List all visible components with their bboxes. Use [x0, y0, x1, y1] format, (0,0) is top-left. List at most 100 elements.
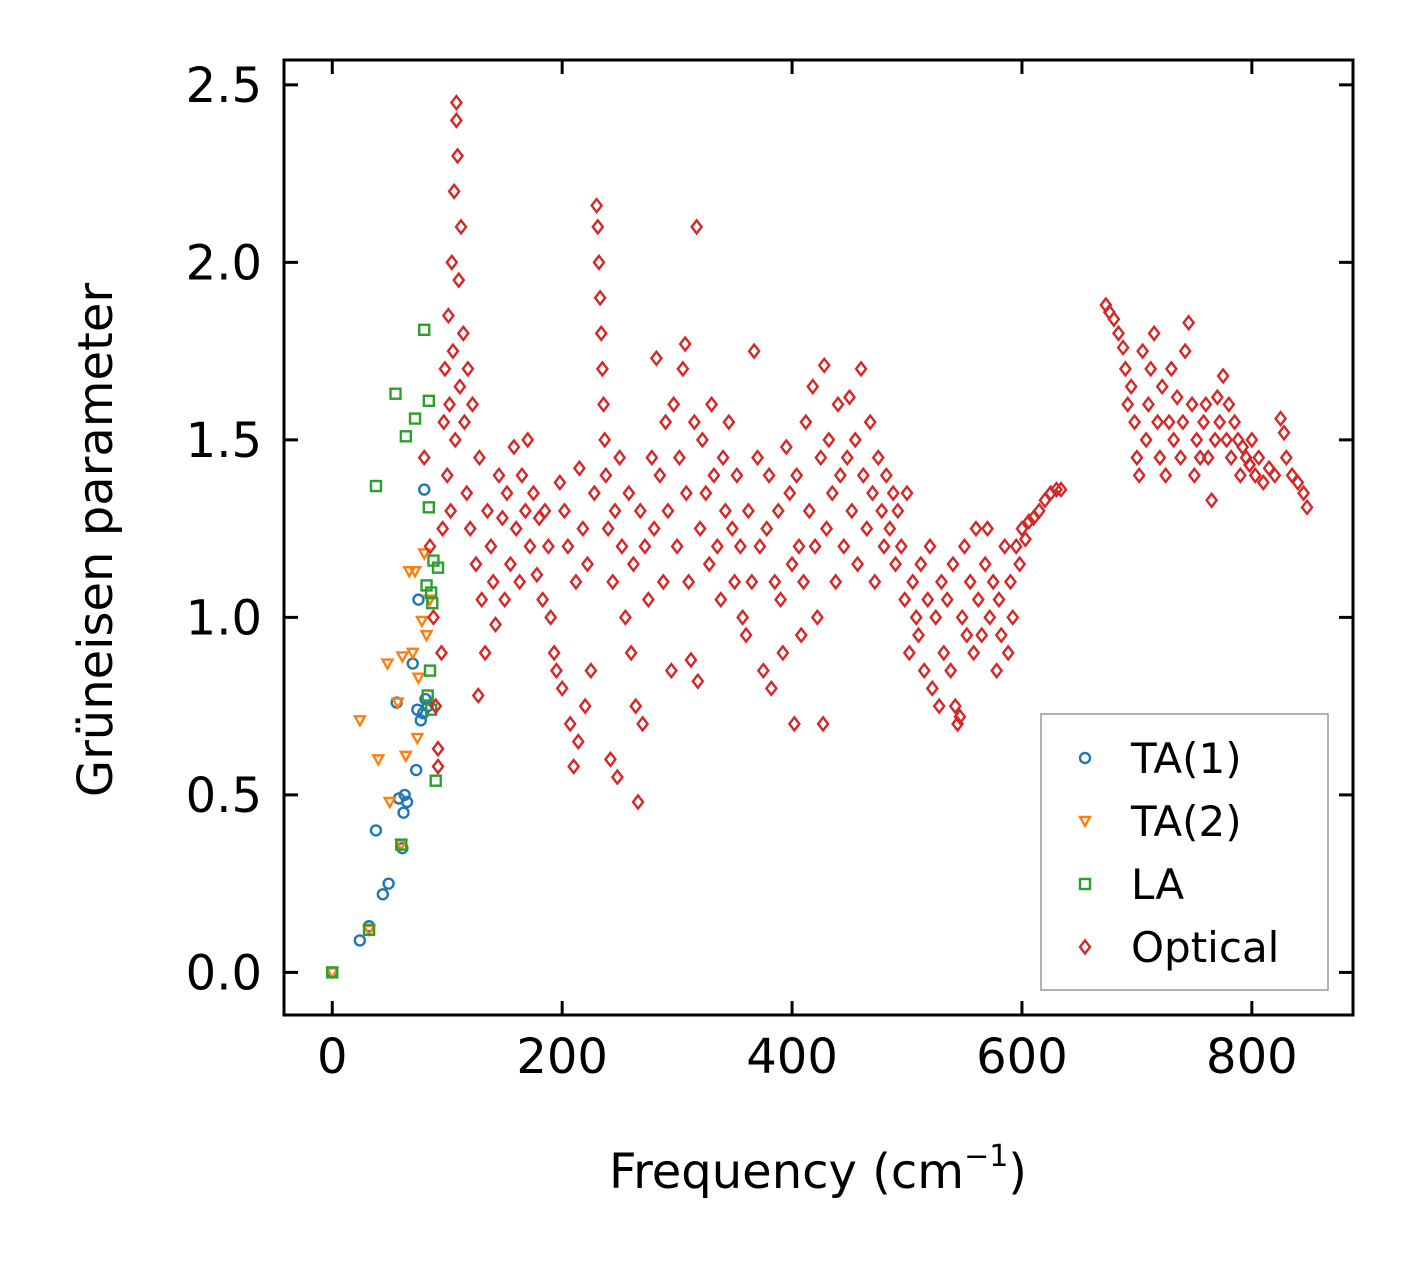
- data-point: [762, 466, 776, 484]
- data-point: [1213, 413, 1227, 431]
- data-point: [733, 537, 747, 555]
- data-point: [1236, 438, 1250, 456]
- data-point: [730, 466, 744, 484]
- x-axis-label-main: Frequency (cm: [609, 1144, 964, 1200]
- data-point: [352, 715, 367, 728]
- data-point: [831, 395, 845, 413]
- data-point: [848, 431, 862, 449]
- plot-marks: [325, 94, 1314, 980]
- data-point: [802, 502, 816, 520]
- data-point: [593, 289, 607, 307]
- data-point: [422, 501, 436, 514]
- data-point: [1013, 555, 1027, 573]
- data-point: [670, 537, 684, 555]
- data-point: [661, 502, 675, 520]
- data-point: [1124, 378, 1138, 396]
- legend-marker: [1078, 751, 1092, 765]
- data-point: [561, 537, 575, 555]
- y-tick-label: 1.0: [186, 590, 262, 646]
- data-point: [886, 484, 900, 502]
- legend-label: LA: [1131, 860, 1184, 909]
- legend-item: TA(1): [1078, 734, 1242, 783]
- data-point: [764, 679, 778, 697]
- data-point: [741, 502, 755, 520]
- data-point: [1182, 314, 1196, 332]
- data-point: [1107, 310, 1121, 328]
- data-point: [553, 474, 567, 491]
- data-point: [1121, 395, 1135, 413]
- data-point: [1139, 431, 1153, 449]
- data-point: [785, 555, 799, 573]
- data-point: [866, 484, 880, 502]
- data-point: [736, 608, 750, 626]
- data-point: [845, 502, 859, 520]
- data-point: [398, 750, 413, 764]
- data-point: [411, 672, 426, 686]
- data-point: [1032, 502, 1046, 520]
- data-point: [636, 715, 650, 733]
- data-point: [1201, 449, 1215, 467]
- data-point: [787, 715, 801, 733]
- data-point: [889, 555, 903, 573]
- data-point: [1176, 413, 1190, 431]
- data-point: [523, 537, 537, 555]
- data-point: [418, 323, 431, 337]
- data-point: [417, 449, 431, 467]
- data-point: [622, 484, 636, 502]
- data-point: [707, 466, 721, 484]
- data-point: [618, 608, 632, 626]
- data-point: [1216, 367, 1230, 385]
- data-point: [776, 644, 790, 662]
- data-point: [641, 591, 655, 609]
- data-point: [739, 626, 753, 644]
- data-point: [960, 626, 974, 644]
- data-point: [599, 466, 613, 484]
- data-point: [1018, 530, 1032, 548]
- legend-label: Optical: [1131, 923, 1279, 972]
- data-point: [760, 520, 774, 538]
- data-point: [656, 573, 670, 591]
- data-point: [456, 324, 470, 342]
- data-point: [638, 537, 652, 555]
- data-point: [1136, 342, 1150, 360]
- data-point: [1208, 431, 1222, 449]
- data-point: [631, 793, 645, 811]
- data-point: [879, 466, 893, 484]
- data-point: [940, 591, 954, 609]
- data-point: [440, 466, 454, 484]
- data-point: [500, 484, 514, 502]
- data-point: [986, 573, 1000, 591]
- data-point: [860, 520, 874, 538]
- data-point: [409, 763, 423, 777]
- data-point: [445, 253, 459, 271]
- data-point: [448, 431, 462, 449]
- data-point: [454, 218, 468, 236]
- data-point: [410, 732, 425, 746]
- data-point: [422, 394, 436, 408]
- data-point: [595, 360, 609, 378]
- data-point: [1144, 360, 1158, 378]
- data-point: [1159, 466, 1173, 484]
- data-point: [944, 662, 958, 680]
- data-point: [710, 537, 724, 555]
- data-point: [1274, 410, 1288, 428]
- data-point: [457, 413, 471, 431]
- data-point: [382, 877, 395, 890]
- data-point: [480, 502, 494, 520]
- data-point: [492, 466, 506, 484]
- data-point: [1233, 466, 1247, 484]
- data-point: [840, 449, 854, 467]
- data-point: [626, 555, 640, 573]
- data-point: [608, 502, 622, 520]
- data-point: [693, 520, 707, 538]
- data-point: [1153, 449, 1167, 467]
- data-point: [946, 555, 960, 573]
- data-point: [1162, 413, 1176, 431]
- data-point: [434, 644, 448, 662]
- data-point: [429, 697, 443, 715]
- data-point: [898, 591, 912, 609]
- data-point: [414, 615, 429, 629]
- data-point: [1128, 413, 1142, 431]
- data-point: [771, 502, 785, 520]
- data-point: [1044, 484, 1058, 502]
